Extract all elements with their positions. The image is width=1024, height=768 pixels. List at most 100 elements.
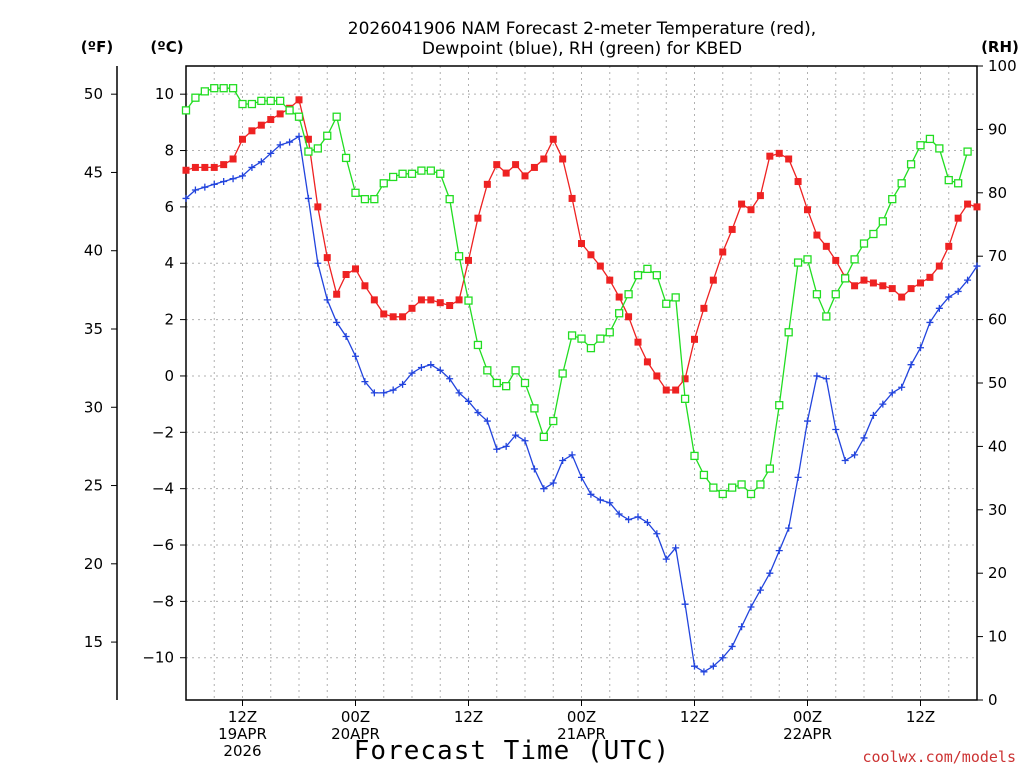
x-tick-label: 19APR xyxy=(218,725,267,743)
data-point-2-meter-temperature xyxy=(606,276,614,284)
data-point-rh xyxy=(313,144,322,153)
data-point-rh xyxy=(615,309,624,318)
data-point-rh xyxy=(285,106,294,115)
data-point-rh xyxy=(624,290,633,299)
data-point-rh xyxy=(228,84,238,93)
data-point-2-meter-temperature xyxy=(653,372,661,380)
data-point-dewpoint xyxy=(361,378,369,386)
data-point-2-meter-temperature xyxy=(304,135,312,143)
data-point-dewpoint xyxy=(869,411,877,419)
x-tick-label: 22APR xyxy=(783,725,832,743)
data-point-rh xyxy=(370,194,379,204)
data-point-dewpoint xyxy=(248,163,256,171)
data-point-rh xyxy=(831,290,840,299)
data-point-2-meter-temperature xyxy=(869,279,877,287)
data-point-2-meter-temperature xyxy=(973,203,981,211)
data-point-dewpoint xyxy=(399,380,407,388)
data-point-2-meter-temperature xyxy=(512,161,520,169)
data-point-rh xyxy=(775,401,784,410)
data-point-rh xyxy=(276,96,285,106)
data-point-dewpoint xyxy=(304,194,312,202)
data-point-rh xyxy=(417,166,426,175)
data-point-rh xyxy=(407,169,417,178)
x-axis-label: Forecast Time (UTC) xyxy=(354,736,670,766)
data-point-2-meter-temperature xyxy=(493,161,501,169)
rh-unit-label: (RH) xyxy=(981,38,1019,56)
data-point-dewpoint xyxy=(502,442,510,450)
fahrenheit-tick-label: 50 xyxy=(84,85,103,103)
data-point-2-meter-temperature xyxy=(747,206,755,214)
data-point-dewpoint xyxy=(954,287,962,295)
data-point-dewpoint xyxy=(549,479,557,487)
data-point-dewpoint xyxy=(493,445,501,453)
data-point-rh xyxy=(426,166,435,175)
data-point-2-meter-temperature xyxy=(276,110,284,118)
data-point-dewpoint xyxy=(389,386,397,394)
data-point-dewpoint xyxy=(625,516,633,524)
data-point-rh xyxy=(454,252,464,261)
data-point-2-meter-temperature xyxy=(700,304,708,312)
data-point-dewpoint xyxy=(191,186,199,194)
data-point-rh xyxy=(294,112,304,121)
data-point-dewpoint xyxy=(700,668,708,676)
data-point-2-meter-temperature xyxy=(709,276,717,284)
data-point-dewpoint xyxy=(935,304,943,312)
data-point-dewpoint xyxy=(634,513,642,521)
data-point-dewpoint xyxy=(681,600,689,608)
fahrenheit-tick-label: 20 xyxy=(84,555,103,573)
data-point-2-meter-temperature xyxy=(427,296,435,304)
data-point-2-meter-temperature xyxy=(738,200,746,208)
x-tick-label: 00Z xyxy=(567,708,596,726)
data-point-dewpoint xyxy=(945,293,953,301)
data-point-rh xyxy=(379,179,388,188)
data-point-rh xyxy=(737,480,746,489)
data-point-rh xyxy=(954,179,963,188)
series-group xyxy=(181,84,981,676)
data-point-rh xyxy=(389,172,398,182)
data-point-dewpoint xyxy=(804,417,811,425)
series-dewpoint xyxy=(182,132,981,676)
data-point-2-meter-temperature xyxy=(766,152,774,160)
data-point-rh xyxy=(191,93,200,102)
data-point-2-meter-temperature xyxy=(785,155,793,163)
data-point-2-meter-temperature xyxy=(964,200,972,208)
celsius-tick-label: −4 xyxy=(152,480,174,498)
data-point-2-meter-temperature xyxy=(804,206,811,214)
data-point-dewpoint xyxy=(775,547,783,555)
x-tick-label: 12Z xyxy=(228,708,257,726)
data-point-2-meter-temperature xyxy=(832,256,840,264)
data-point-2-meter-temperature xyxy=(568,194,576,202)
x-tick-label: 12Z xyxy=(454,708,483,726)
data-point-rh xyxy=(935,144,944,153)
celsius-tick-label: −10 xyxy=(142,649,174,667)
data-point-rh xyxy=(247,99,257,109)
data-point-rh xyxy=(671,293,680,302)
data-point-2-meter-temperature xyxy=(239,135,246,143)
data-point-dewpoint xyxy=(926,318,934,326)
data-point-dewpoint xyxy=(220,178,228,186)
data-point-2-meter-temperature xyxy=(417,296,425,304)
celsius-tick-label: −8 xyxy=(152,592,174,610)
data-point-2-meter-temperature xyxy=(295,96,303,104)
chart-title-line-1: 2026041906 NAM Forecast 2-meter Temperat… xyxy=(348,19,816,39)
data-point-rh xyxy=(859,239,869,248)
data-point-dewpoint xyxy=(417,364,425,372)
fahrenheit-tick-label: 15 xyxy=(84,633,103,651)
x-tick-label: 21APR xyxy=(557,725,606,743)
data-point-rh xyxy=(643,264,652,274)
data-point-rh xyxy=(916,141,925,150)
data-point-rh xyxy=(219,84,228,93)
data-point-rh xyxy=(398,169,407,178)
data-point-2-meter-temperature xyxy=(201,163,209,171)
data-point-2-meter-temperature xyxy=(822,242,830,250)
data-point-2-meter-temperature xyxy=(248,127,256,135)
data-point-2-meter-temperature xyxy=(672,386,680,394)
data-point-dewpoint xyxy=(709,662,717,670)
data-point-dewpoint xyxy=(521,437,529,445)
data-point-dewpoint xyxy=(917,344,924,352)
data-point-dewpoint xyxy=(295,132,303,140)
data-point-rh xyxy=(878,217,887,226)
data-point-rh xyxy=(341,153,351,163)
data-point-dewpoint xyxy=(888,389,896,397)
data-point-2-meter-temperature xyxy=(399,313,407,321)
